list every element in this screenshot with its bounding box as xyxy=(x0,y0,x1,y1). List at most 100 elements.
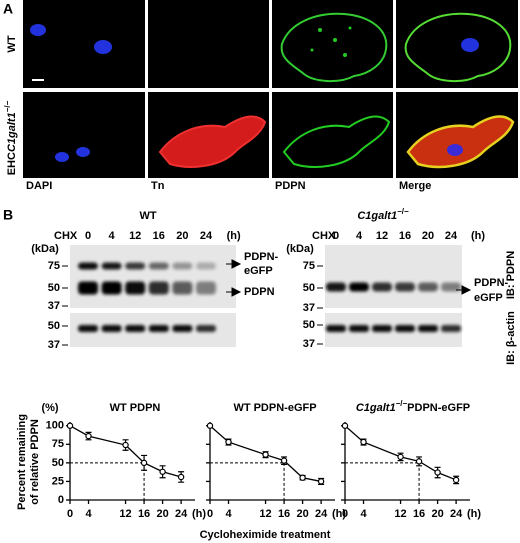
lane-label: 12 xyxy=(129,230,141,242)
mw-marker: 37 xyxy=(303,302,315,314)
x-tick-label: 16 xyxy=(278,508,290,520)
image xyxy=(148,0,269,88)
text-part: C1galt1 xyxy=(357,210,397,222)
micrographs xyxy=(23,0,518,193)
y-tick-label: 0 xyxy=(58,494,64,506)
puncta xyxy=(310,26,352,57)
lane-label: 16 xyxy=(399,230,411,242)
data-point xyxy=(225,438,232,446)
data-point xyxy=(66,422,74,429)
blot xyxy=(325,313,462,347)
mw-marker: 37 xyxy=(48,300,60,312)
band xyxy=(148,281,169,295)
text-part: EHC xyxy=(6,152,18,175)
band xyxy=(196,281,216,295)
x-tick-label: 12 xyxy=(394,508,406,520)
text-part: −/− xyxy=(396,399,408,408)
band-label: PDPN- xyxy=(244,251,279,263)
image xyxy=(23,0,145,88)
x-tick-label: 4 xyxy=(85,508,92,520)
x-tick-label: 0 xyxy=(207,508,213,520)
x-tick-label: 24 xyxy=(450,508,463,520)
band xyxy=(148,262,169,270)
band xyxy=(349,325,369,332)
blot xyxy=(70,245,236,308)
band xyxy=(78,262,98,270)
band xyxy=(101,262,122,270)
label-strip xyxy=(272,178,393,193)
lane-label: 0 xyxy=(333,230,339,242)
data-point xyxy=(280,457,288,464)
lane-label: 4 xyxy=(356,230,363,242)
arrow xyxy=(456,285,472,295)
band xyxy=(395,282,415,292)
band xyxy=(125,262,146,270)
channel-label: Tn xyxy=(151,180,165,192)
x-tick-label: 20 xyxy=(156,508,168,520)
nucleus xyxy=(94,40,112,54)
x-tick-label: 0 xyxy=(342,508,348,520)
mw-marker: 37 xyxy=(48,339,60,351)
chart-title: WT PDPN xyxy=(110,402,161,414)
x-tick-label: 0 xyxy=(67,508,73,520)
data-point xyxy=(177,473,185,481)
band xyxy=(125,325,146,332)
unit-label: (kDa) xyxy=(286,243,314,255)
band xyxy=(418,282,438,292)
image xyxy=(23,92,145,183)
band-label: PDPN xyxy=(244,286,275,298)
band xyxy=(172,281,193,295)
chart-title: WT PDPN-eGFP xyxy=(233,402,316,414)
unit-label: (kDa) xyxy=(31,243,59,255)
unit-label: (h) xyxy=(192,508,206,520)
x-tick-label: 16 xyxy=(413,508,425,520)
label-strip xyxy=(396,178,518,193)
mw-marker: 50 xyxy=(303,319,315,331)
band xyxy=(101,281,122,295)
text-part: C1galt1 xyxy=(356,402,396,414)
x-tick-label: 4 xyxy=(225,508,232,520)
text-part: PDPN-eGFP xyxy=(407,402,470,414)
band xyxy=(372,325,392,332)
nucleus xyxy=(30,24,46,36)
data-point xyxy=(85,432,92,440)
label-strip xyxy=(148,178,269,193)
data-point xyxy=(159,468,166,475)
x-tick-label: 20 xyxy=(296,508,308,520)
lane-label: 16 xyxy=(153,230,165,242)
data-point xyxy=(206,422,214,429)
data-point xyxy=(140,459,148,467)
arrow xyxy=(226,259,242,269)
mw-marker: 37 xyxy=(303,338,315,350)
y-axis-label: Percent remaining xyxy=(16,414,28,510)
band xyxy=(441,282,461,292)
band xyxy=(372,282,392,292)
antibody-label: IB: PDPN xyxy=(505,251,517,299)
mw-marker: 50 xyxy=(303,282,315,294)
panel-label: A xyxy=(3,1,13,17)
treatment-label: CHX xyxy=(312,230,336,242)
lane-label: 24 xyxy=(200,230,213,242)
row-label: WT xyxy=(6,35,18,52)
band-label: eGFP xyxy=(474,292,503,304)
lane-label: 4 xyxy=(109,230,116,242)
channel-label: Merge xyxy=(399,180,431,192)
y-axis-label: of relative PDPN xyxy=(29,419,41,505)
text-part: C1galt1 xyxy=(6,112,18,152)
data-point xyxy=(262,451,269,458)
panel-label: B xyxy=(3,207,13,223)
chart-title: C1galt1−/−PDPN-eGFP xyxy=(356,399,470,414)
band xyxy=(326,282,346,292)
mw-marker: 75 xyxy=(303,260,315,272)
image xyxy=(272,92,393,183)
band xyxy=(395,325,415,332)
band xyxy=(349,282,369,292)
band xyxy=(196,262,216,270)
lane-label: 20 xyxy=(422,230,434,242)
x-tick-label: 24 xyxy=(175,508,188,520)
lane-label: 0 xyxy=(85,230,91,242)
unit-label: (h) xyxy=(467,508,481,520)
x-tick-label: 24 xyxy=(315,508,328,520)
band-label: PDPN- xyxy=(474,277,509,289)
